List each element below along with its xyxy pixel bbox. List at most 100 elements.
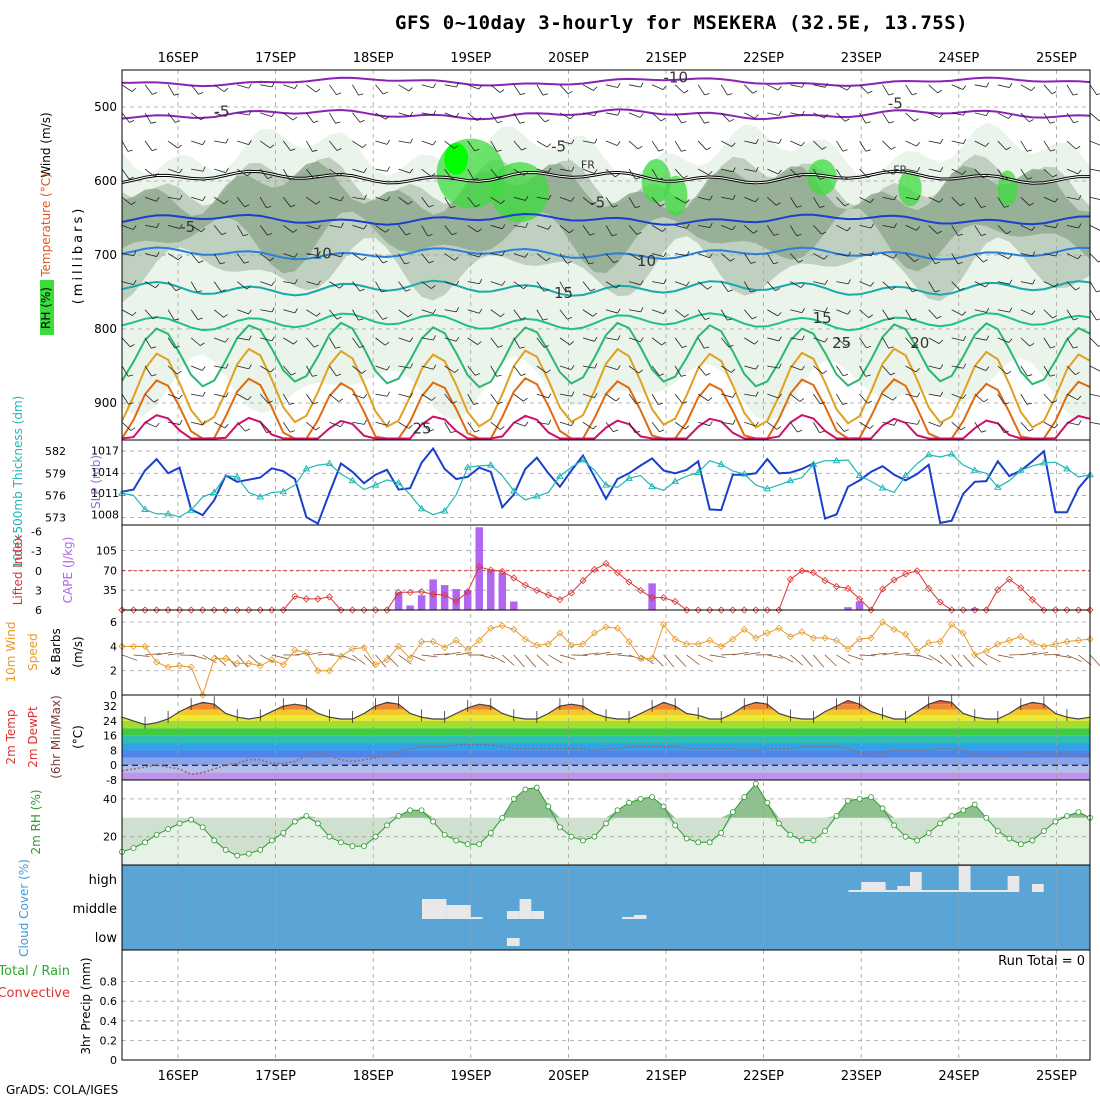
rh-point [902, 833, 909, 840]
wind-barb [882, 196, 895, 201]
cape-bar [475, 527, 483, 610]
wind-barb [836, 225, 848, 232]
wind-speed-point [844, 645, 852, 653]
wind-barb-flag [202, 196, 206, 201]
wind-barb-flag [640, 337, 644, 342]
wind-barb-flag [617, 335, 621, 341]
wind-barb [283, 253, 295, 258]
wind-barb-flag [317, 250, 321, 256]
wind-tick-label: 4 [110, 640, 117, 653]
wind-barb-flag [313, 344, 319, 348]
temperature-tick-label: 24 [103, 715, 117, 728]
wind-barb-flag [270, 368, 275, 373]
wind-barb [836, 309, 848, 315]
wind-barb [720, 281, 729, 292]
wind-speed-point [959, 629, 967, 637]
wind-barb [859, 196, 871, 204]
wind-barb [767, 309, 778, 317]
surface-wind-barb [1043, 653, 1060, 656]
wind-barb [674, 421, 686, 430]
wind-speed-point [948, 621, 956, 629]
wind-barb [905, 140, 917, 147]
lifted-index-point [337, 606, 345, 614]
wind-barb [306, 421, 316, 431]
lifted-index-point [360, 606, 368, 614]
wind-barb [1089, 196, 1100, 200]
rh-point [914, 837, 921, 844]
wind-barb [398, 140, 411, 144]
wind-barb [859, 365, 866, 377]
wind-speed-point [925, 639, 933, 647]
lifted-index-point [464, 588, 472, 596]
lifted-index-point [279, 606, 287, 614]
cloud-block [422, 899, 447, 919]
wind-barb-flag [962, 85, 967, 90]
rh-point [1075, 809, 1082, 816]
rh-point [176, 820, 183, 827]
wind-barb-flag [358, 93, 364, 96]
wind-barb-flag [1096, 93, 1100, 96]
wind-barb [836, 197, 846, 207]
thickness-point [509, 487, 518, 494]
wind-barb-flag [683, 90, 689, 94]
wind-barb-flag [1027, 374, 1033, 377]
wind-barb [651, 309, 664, 315]
wind-barb-flag [339, 284, 344, 289]
wind-barb [997, 309, 1010, 313]
wind-barb-flag [225, 363, 229, 369]
wind-barb-flag [589, 233, 595, 236]
wind-barb-flag [982, 174, 988, 179]
wind-barb [836, 337, 846, 346]
rh-point [649, 794, 655, 800]
wind-barb-flag [986, 335, 990, 341]
wind-barb-flag [868, 314, 873, 318]
surface-wind-barb [651, 654, 664, 667]
wind-barb [444, 309, 457, 313]
wind-barb-flag [614, 173, 620, 178]
wind-barb-flag [615, 284, 621, 289]
wind-barb [628, 84, 641, 88]
wind-barb [836, 253, 849, 257]
lifted-index-point [1063, 606, 1071, 614]
wind-barb [721, 421, 734, 425]
wind-barb [513, 337, 521, 349]
wind-barb-flag [594, 138, 598, 144]
wind-barb-flag [1073, 346, 1079, 349]
wind-barb [352, 112, 361, 123]
wind-barb [744, 112, 756, 119]
surface-wind-barb [317, 653, 334, 656]
wind-barb-flag [916, 141, 921, 147]
lifted-index-point [268, 606, 276, 614]
wind-barb [191, 393, 204, 397]
wind-barb [651, 140, 660, 152]
wind-barb-flag [937, 230, 942, 235]
rh-point [372, 833, 379, 840]
wind-barb [1066, 140, 1077, 150]
wind-barb [674, 196, 686, 204]
rh-point [787, 831, 794, 838]
wind-barb [214, 112, 226, 117]
wind-barb-flag [750, 290, 756, 293]
wind-speed-point [268, 656, 276, 664]
wind-speed-point [348, 645, 357, 653]
wind-barb-flag [1004, 205, 1010, 208]
wind-barb-flag [637, 145, 643, 150]
wind-barb-flag [729, 118, 735, 122]
wind-speed-point [441, 644, 449, 652]
wind-barb [421, 84, 434, 89]
wind-barb [951, 309, 963, 316]
wind-barb [398, 365, 411, 369]
wind-barb-flag [201, 228, 206, 233]
wind-barb-flag [571, 391, 575, 397]
wind-barb [928, 84, 938, 94]
wind-barb [928, 393, 941, 397]
cape-bar [510, 601, 518, 610]
wind-barb-flag [544, 119, 550, 123]
wind-speed-point [544, 640, 552, 648]
lifted-index-point [763, 606, 771, 614]
rh-point [695, 839, 702, 846]
wind-barb [582, 337, 595, 342]
wind-barb [329, 281, 340, 289]
wind-barb [928, 337, 940, 344]
wind-barb [167, 281, 177, 292]
